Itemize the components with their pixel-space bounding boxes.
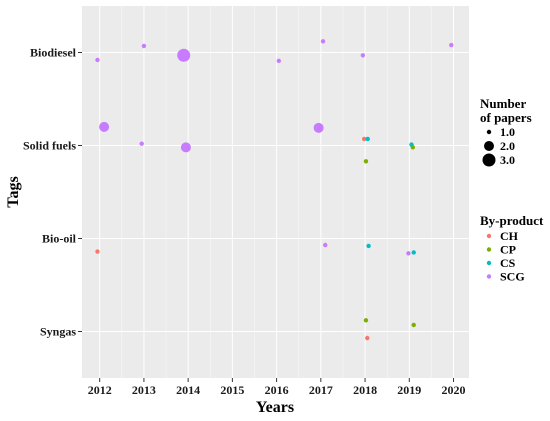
size-legend-title-line-1: Number	[480, 96, 526, 111]
point-cp	[410, 145, 416, 150]
color-legend-label: CS	[500, 256, 516, 270]
point-cp	[363, 318, 369, 323]
point-scg	[406, 251, 411, 256]
size-legend: Number of papers 1.02.03.0	[480, 96, 532, 167]
size-legend-key	[482, 153, 496, 167]
color-legend-key-cp	[486, 247, 492, 252]
point-scg	[180, 142, 191, 153]
x-tick-label: 2016	[265, 383, 289, 397]
y-tick-label: Bio-oil	[42, 232, 77, 246]
point-cp	[411, 322, 416, 328]
size-legend-label: 3.0	[500, 153, 515, 167]
point-scg	[313, 122, 324, 133]
point-scg	[139, 141, 144, 146]
plot-panel	[82, 6, 469, 378]
point-scg	[449, 42, 454, 48]
y-tick-label: Syngas	[40, 325, 76, 339]
point-scg	[177, 48, 191, 62]
x-tick-label: 2018	[353, 383, 377, 397]
y-tick-label: Biodiesel	[30, 46, 77, 60]
x-tick-label: 2015	[220, 383, 244, 397]
color-legend-label: CP	[500, 243, 516, 257]
color-legend-key-ch	[486, 233, 492, 239]
color-legend-key-cs	[486, 260, 492, 266]
y-axis-title: Tags	[5, 176, 22, 207]
size-legend-key	[486, 129, 492, 135]
point-scg	[276, 58, 282, 64]
point-ch	[361, 136, 367, 142]
size-legend-title-line-2: of papers	[480, 110, 532, 125]
point-cs	[366, 243, 371, 249]
color-legend-label: CH	[500, 229, 519, 243]
size-legend-label: 2.0	[500, 139, 515, 153]
size-legend-label: 1.0	[500, 125, 515, 139]
x-tick-label: 2019	[397, 383, 421, 397]
x-axis-title: Years	[256, 399, 294, 416]
axes: 2012 2013 2014 2015 2016 2017 2018 2019 2020 Biod…	[23, 46, 466, 398]
x-tick-label: 2013	[132, 383, 156, 397]
y-tick-label: Solid fuels	[23, 139, 76, 153]
point-ch	[95, 249, 100, 254]
grid-lines	[82, 6, 469, 378]
x-tick-label: 2012	[88, 383, 112, 397]
point-scg	[323, 242, 328, 248]
point-scg	[360, 53, 366, 58]
point-scg	[95, 57, 100, 63]
point-cs	[411, 250, 416, 255]
x-tick-label: 2014	[176, 383, 200, 397]
point-scg	[320, 39, 326, 44]
x-tick-label: 2017	[309, 383, 333, 397]
x-tick-label: 2020	[442, 383, 466, 397]
data-points	[95, 39, 454, 341]
point-scg	[99, 121, 110, 132]
point-ch	[365, 335, 370, 341]
point-scg	[141, 43, 147, 49]
point-cp	[363, 159, 369, 164]
color-legend-key-scg	[486, 274, 492, 279]
point-cs	[365, 136, 370, 142]
color-legend-label: SCG	[500, 270, 525, 284]
color-legend-title: By-product	[480, 213, 544, 228]
size-legend-key	[484, 141, 494, 151]
